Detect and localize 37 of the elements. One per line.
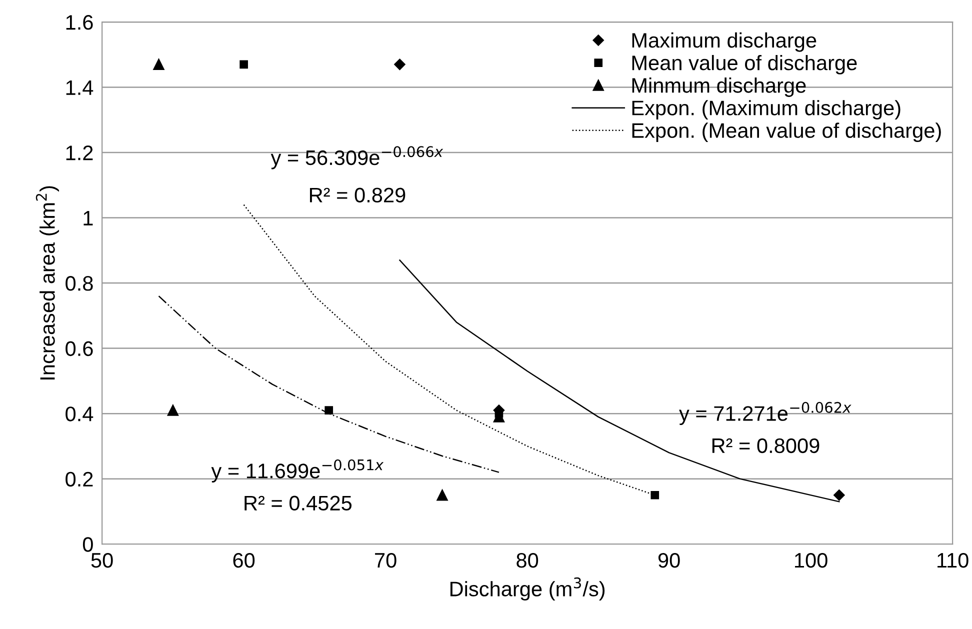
y-tick-label: 0.4 — [66, 406, 94, 422]
y-tick-label: 0.8 — [66, 276, 93, 291]
y-tick-label: 1 — [84, 211, 93, 226]
x-tick-label: 90 — [658, 552, 680, 568]
annotation: R² = 0.829 — [310, 188, 406, 202]
point — [167, 404, 178, 416]
x-tick-label: 50 — [91, 552, 113, 568]
annotation: R² = 0.8009 — [712, 438, 820, 454]
legend-label: Expon. (Maximum discharge) — [632, 100, 900, 120]
x-tick-label: 70 — [375, 552, 396, 568]
x-tick-label: 110 — [938, 552, 968, 568]
y-tick-label: 1.6 — [66, 15, 93, 30]
point — [153, 58, 164, 70]
legend-label: Mean value of discharge — [632, 54, 857, 74]
x-tick-label: 60 — [233, 552, 255, 568]
legend-label: Maximum discharge — [632, 32, 816, 52]
x-axis-title: Discharge (m$^{3}$/s) — [450, 577, 605, 601]
annotation: R² = 0.4525 — [244, 496, 352, 511]
point — [240, 60, 248, 69]
point — [394, 58, 406, 70]
point — [436, 490, 448, 501]
legend-label: Expon. (Mean value of discharge) — [632, 122, 941, 142]
y-tick-label: 0.6 — [66, 341, 93, 356]
y-tick-label: 1.2 — [66, 146, 93, 160]
point — [324, 406, 334, 414]
annotation: y = 56.309e$^{−0.066x}$ — [270, 146, 444, 170]
annotation: y = 71.271e$^{−0.062x}$ — [679, 402, 852, 426]
x-tick-label: 100 — [795, 552, 828, 568]
annotation: y = 11.699e$^{−0.051x}$ — [211, 459, 384, 482]
y-tick-label: 0.2 — [66, 472, 93, 487]
legend-label: Minmum discharge — [632, 78, 806, 97]
y-tick-label: 1.4 — [66, 80, 94, 95]
point — [650, 490, 660, 500]
point — [834, 490, 845, 501]
y-tick-label: 0 — [82, 537, 93, 552]
x-tick-label: 80 — [516, 552, 538, 568]
y-axis-title: Increased area (km$^{2}$) — [36, 186, 59, 380]
